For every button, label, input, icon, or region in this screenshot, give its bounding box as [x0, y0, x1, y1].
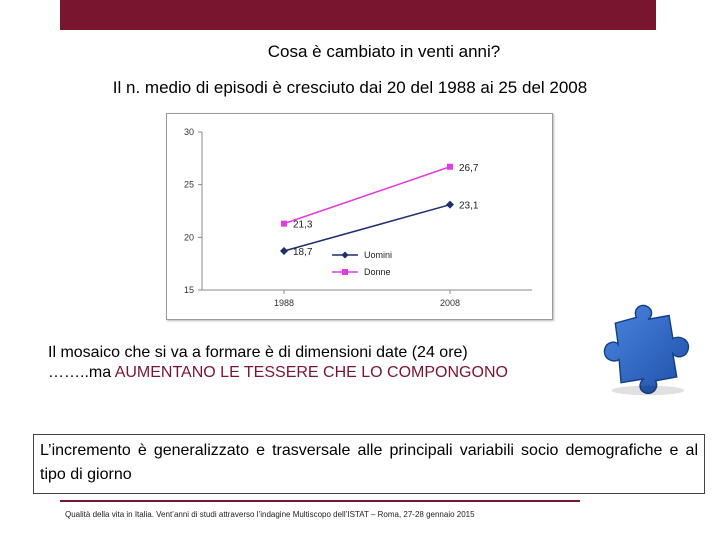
legend-marker: [341, 251, 349, 259]
mosaic-line: Il mosaico che si va a formare è di dime…: [48, 344, 468, 361]
line-chart: 15 20 25 30 1988 2008 18,7 23,1 21,3 26,7 Uomini…: [166, 113, 553, 320]
data-label: 26,7: [459, 163, 479, 174]
header-bar: [60, 0, 656, 30]
mosaic-text: Il mosaico che si va a formare è di dime…: [48, 343, 608, 383]
data-point: [281, 220, 287, 227]
chart-canvas: 15 20 25 30 1988 2008 18,7 23,1 21,3 26,7 Uomini…: [184, 127, 532, 308]
mosaic-highlight: AUMENTANO LE TESSERE CHE LO COMPONGONO: [114, 364, 508, 381]
data-point: [447, 163, 453, 170]
legend-label: Donne: [364, 267, 391, 277]
series-line-donne: [283, 166, 451, 225]
footer-divider: [60, 500, 580, 502]
mosaic-emphasis: ……..ma AUMENTANO LE TESSERE CHE LO COMPO…: [48, 363, 608, 383]
chart-ticks: 15 20 25 30 1988 2008: [184, 127, 460, 308]
y-tick-label: 25: [184, 180, 194, 190]
slide-subtitle: Il n. medio di episodi è cresciuto dai 2…: [112, 78, 588, 97]
legend-marker: [342, 269, 348, 275]
x-tick-label: 1988: [274, 298, 294, 308]
summary-box: L’incremento è generalizzato e trasversa…: [33, 434, 705, 494]
y-tick-label: 15: [184, 285, 194, 295]
data-label: 18,7: [293, 247, 313, 258]
x-tick-label: 2008: [440, 298, 460, 308]
slide-title: Cosa è cambiato in venti anni?: [267, 42, 501, 61]
data-point: [280, 247, 288, 256]
chart-legend: Uomini Donne: [332, 250, 392, 277]
chart-axes: [201, 132, 532, 291]
puzzle-piece-icon: [603, 304, 690, 396]
y-tick-label: 30: [184, 127, 194, 137]
legend-label: Uomini: [364, 250, 392, 260]
chart-series: 18,7 23,1 21,3 26,7: [280, 163, 479, 258]
mosaic-prefix: ……..ma: [48, 364, 115, 381]
series-line-uomini: [283, 203, 451, 252]
data-point: [446, 200, 454, 209]
data-label: 21,3: [293, 220, 313, 231]
footer-citation: Qualità della vita in Italia. Vent’anni …: [65, 510, 475, 519]
y-tick-label: 20: [184, 232, 194, 242]
data-label: 23,1: [459, 201, 479, 212]
